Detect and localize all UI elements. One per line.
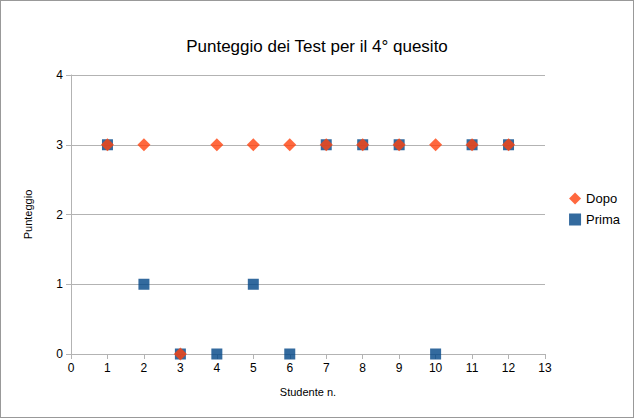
svg-text:13: 13: [538, 361, 552, 375]
svg-text:4: 4: [56, 68, 63, 82]
svg-text:0: 0: [68, 361, 75, 375]
svg-text:2: 2: [56, 208, 63, 222]
svg-text:Punteggio: Punteggio: [22, 190, 34, 240]
svg-text:4: 4: [214, 361, 221, 375]
svg-text:Punteggio dei Test per il 4° q: Punteggio dei Test per il 4° quesito: [186, 37, 448, 56]
svg-text:7: 7: [323, 361, 330, 375]
svg-text:Prima: Prima: [586, 212, 621, 227]
svg-text:3: 3: [177, 361, 184, 375]
svg-text:8: 8: [359, 361, 366, 375]
svg-text:3: 3: [56, 138, 63, 152]
svg-text:0: 0: [56, 347, 63, 361]
svg-text:Studente n.: Studente n.: [280, 386, 336, 398]
svg-text:5: 5: [250, 361, 257, 375]
svg-text:10: 10: [429, 361, 443, 375]
svg-text:2: 2: [141, 361, 148, 375]
svg-text:12: 12: [502, 361, 516, 375]
svg-text:1: 1: [104, 361, 111, 375]
svg-text:9: 9: [396, 361, 403, 375]
svg-text:Dopo: Dopo: [586, 191, 617, 206]
svg-text:6: 6: [286, 361, 293, 375]
svg-text:11: 11: [466, 361, 479, 375]
svg-text:1: 1: [56, 277, 63, 291]
